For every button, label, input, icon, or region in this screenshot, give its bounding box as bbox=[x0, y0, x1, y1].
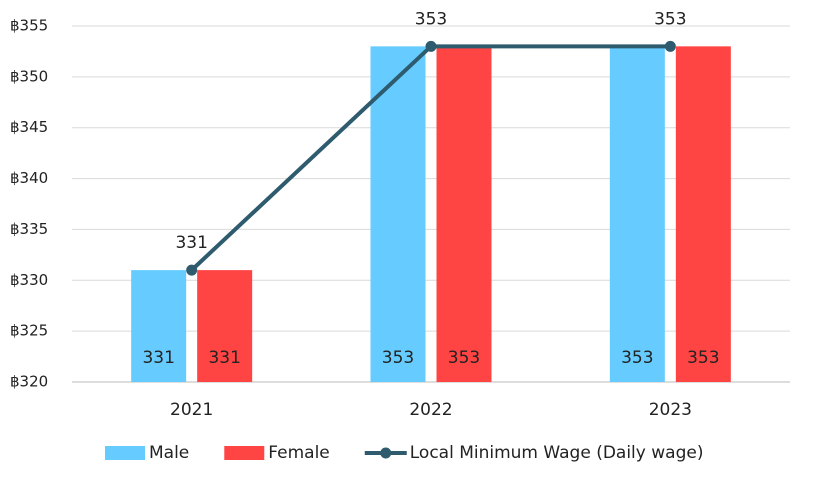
legend-label: Male bbox=[149, 443, 189, 463]
line-value-label: 353 bbox=[654, 9, 686, 29]
y-tick-label: ฿350 bbox=[10, 67, 48, 85]
y-tick-label: ฿320 bbox=[10, 373, 48, 391]
bar-value-label: 353 bbox=[687, 348, 719, 368]
line-point bbox=[186, 264, 198, 276]
bar-value-label: 353 bbox=[621, 348, 653, 368]
bar-value-label: 353 bbox=[382, 348, 414, 368]
bar bbox=[131, 270, 187, 382]
line-point bbox=[664, 40, 676, 52]
bar bbox=[675, 46, 731, 382]
x-tick-label: 2022 bbox=[409, 400, 452, 420]
bar bbox=[436, 46, 492, 382]
bar bbox=[197, 270, 253, 382]
legend-label: Female bbox=[268, 443, 329, 463]
line-value-label: 331 bbox=[175, 233, 207, 253]
bar-value-label: 353 bbox=[448, 348, 480, 368]
x-tick-label: 2021 bbox=[170, 400, 213, 420]
legend-swatch bbox=[105, 446, 145, 460]
legend-swatch bbox=[224, 446, 265, 460]
legend-swatch bbox=[380, 447, 392, 459]
bar-value-label: 331 bbox=[208, 348, 240, 368]
bar bbox=[370, 46, 426, 382]
y-tick-label: ฿355 bbox=[10, 17, 48, 35]
legend-label: Local Minimum Wage (Daily wage) bbox=[410, 443, 704, 463]
y-tick-label: ฿340 bbox=[10, 169, 48, 187]
y-tick-label: ฿335 bbox=[10, 220, 48, 238]
x-tick-label: 2023 bbox=[649, 400, 692, 420]
line-point bbox=[425, 40, 437, 52]
y-tick-label: ฿325 bbox=[10, 322, 48, 340]
bar bbox=[609, 46, 665, 382]
y-tick-label: ฿330 bbox=[10, 271, 48, 289]
bar-value-label: 331 bbox=[142, 348, 174, 368]
line-value-label: 353 bbox=[415, 9, 447, 29]
line bbox=[190, 44, 671, 272]
y-tick-label: ฿345 bbox=[10, 118, 48, 136]
